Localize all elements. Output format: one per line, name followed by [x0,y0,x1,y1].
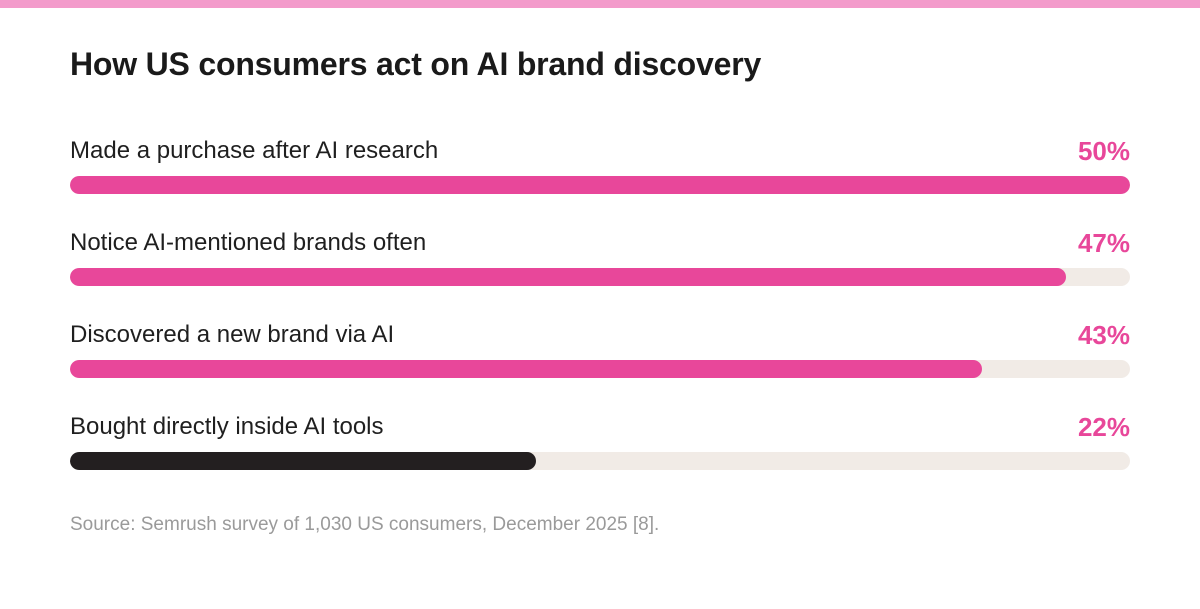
bar-track [70,176,1130,194]
bar-label: Bought directly inside AI tools [70,413,384,440]
bar-track [70,360,1130,378]
bar-row: Notice AI-mentioned brands often 47% [70,228,1130,288]
bar-row: Made a purchase after AI research 50% [70,136,1130,196]
bar-value-label: 47% [1077,228,1130,258]
bar-fill [70,452,536,470]
bar-fill [70,360,982,378]
bar-value-label: 22% [1077,412,1130,442]
bar-fill [70,268,1066,286]
bar-fill [70,176,1130,194]
source-note: Source: Semrush survey of 1,030 US consu… [70,514,660,535]
bar-label: Notice AI-mentioned brands often [70,229,427,256]
chart-title: How US consumers act on AI brand discove… [70,46,762,82]
bar-label: Discovered a new brand via AI [70,321,395,348]
bar-value-label: 50% [1077,136,1130,166]
top-accent-stripe [0,0,1200,8]
bar-chart: Made a purchase after AI research 50% No… [70,0,1130,609]
bar-row: Bought directly inside AI tools 22% [70,412,1130,472]
bar-row: Discovered a new brand via AI 43% [70,320,1130,380]
bar-label: Made a purchase after AI research [70,137,439,164]
bar-track [70,452,1130,470]
bar-value-label: 43% [1077,320,1130,350]
bar-track [70,268,1130,286]
